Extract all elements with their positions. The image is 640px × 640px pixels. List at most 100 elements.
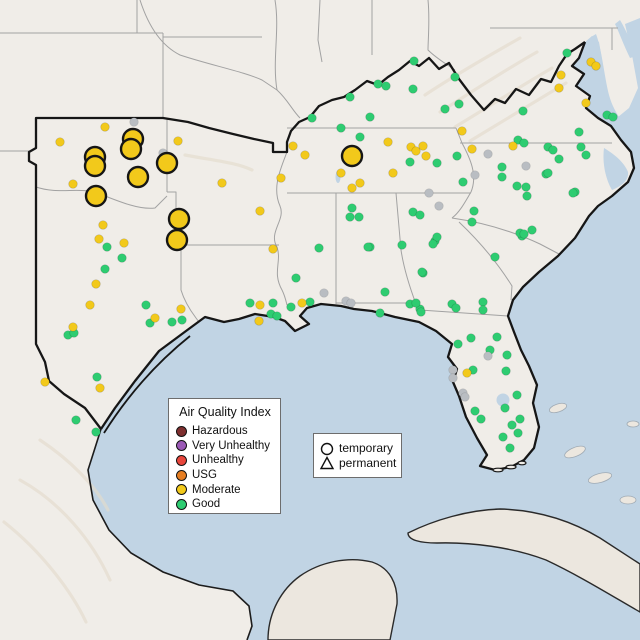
station-dot-good[interactable]: [521, 182, 531, 192]
station-dot-good[interactable]: [363, 242, 373, 252]
station-dot-moderate[interactable]: [150, 313, 160, 323]
station-dot-no-data[interactable]: [460, 392, 470, 402]
station-dot-moderate[interactable]: [176, 304, 186, 314]
station-dot-good[interactable]: [469, 206, 479, 216]
station-dot-good[interactable]: [608, 112, 618, 122]
station-dot-no-data[interactable]: [521, 161, 531, 171]
station-dot-good[interactable]: [512, 181, 522, 191]
station-dot-good[interactable]: [417, 267, 427, 277]
station-dot-moderate[interactable]: [462, 368, 472, 378]
station-dot-moderate[interactable]: [421, 151, 431, 161]
station-dot-good[interactable]: [416, 307, 426, 317]
station-dot-moderate[interactable]: [297, 298, 307, 308]
station-dot-good[interactable]: [345, 92, 355, 102]
station-dot-good[interactable]: [502, 350, 512, 360]
station-dot-good[interactable]: [515, 414, 525, 424]
station-dot-moderate[interactable]: [68, 322, 78, 332]
station-dot-good[interactable]: [354, 212, 364, 222]
station-dot-good[interactable]: [470, 406, 480, 416]
station-dot-good[interactable]: [381, 81, 391, 91]
station-dot-good[interactable]: [307, 113, 317, 123]
station-dot-good[interactable]: [576, 142, 586, 152]
station-dot-temporary-moderate[interactable]: [165, 228, 189, 252]
station-dot-good[interactable]: [167, 317, 177, 327]
station-dot-temporary-moderate[interactable]: [126, 165, 150, 189]
station-dot-moderate[interactable]: [355, 178, 365, 188]
station-dot-good[interactable]: [314, 243, 324, 253]
station-dot-good[interactable]: [102, 242, 112, 252]
station-dot-temporary-moderate[interactable]: [119, 137, 143, 161]
station-dot-moderate[interactable]: [591, 61, 601, 71]
station-dot-good[interactable]: [428, 239, 438, 249]
station-dot-good[interactable]: [568, 188, 578, 198]
station-dot-good[interactable]: [355, 132, 365, 142]
station-dot-good[interactable]: [432, 232, 442, 242]
station-dot-good[interactable]: [454, 99, 464, 109]
station-dot-good[interactable]: [440, 104, 450, 114]
station-dot-moderate[interactable]: [254, 316, 264, 326]
station-dot-good[interactable]: [268, 298, 278, 308]
station-dot-good[interactable]: [291, 273, 301, 283]
station-dot-moderate[interactable]: [173, 136, 183, 146]
station-dot-good[interactable]: [574, 127, 584, 137]
station-dot-no-data[interactable]: [448, 373, 458, 383]
station-dot-good[interactable]: [347, 203, 357, 213]
station-dot-good[interactable]: [411, 298, 421, 308]
station-dot-moderate[interactable]: [581, 98, 591, 108]
station-dot-good[interactable]: [492, 332, 502, 342]
station-dot-good[interactable]: [397, 240, 407, 250]
station-dot-good[interactable]: [272, 311, 282, 321]
station-dot-moderate[interactable]: [554, 83, 564, 93]
station-dot-no-data[interactable]: [448, 365, 458, 375]
station-dot-moderate[interactable]: [85, 300, 95, 310]
station-dot-good[interactable]: [527, 225, 537, 235]
station-dot-temporary-moderate[interactable]: [84, 184, 108, 208]
station-dot-temporary-moderate[interactable]: [167, 207, 191, 231]
station-dot-good[interactable]: [432, 158, 442, 168]
station-dot-good[interactable]: [305, 297, 315, 307]
station-dot-good[interactable]: [177, 315, 187, 325]
station-dot-good[interactable]: [497, 172, 507, 182]
station-dot-good[interactable]: [498, 432, 508, 442]
station-dot-good[interactable]: [408, 84, 418, 94]
station-dot-good[interactable]: [548, 145, 558, 155]
station-dot-good[interactable]: [519, 138, 529, 148]
station-dot-good[interactable]: [512, 390, 522, 400]
station-dot-good[interactable]: [522, 191, 532, 201]
station-dot-moderate[interactable]: [411, 146, 421, 156]
station-dot-moderate[interactable]: [556, 70, 566, 80]
station-dot-no-data[interactable]: [129, 117, 139, 127]
station-dot-moderate[interactable]: [508, 141, 518, 151]
station-dot-moderate[interactable]: [388, 168, 398, 178]
station-dot-temporary-moderate[interactable]: [83, 154, 107, 178]
station-dot-good[interactable]: [286, 302, 296, 312]
station-dot-good[interactable]: [365, 112, 375, 122]
station-dot-good[interactable]: [518, 106, 528, 116]
station-dot-moderate[interactable]: [418, 141, 428, 151]
station-dot-good[interactable]: [405, 157, 415, 167]
station-dot-good[interactable]: [490, 252, 500, 262]
station-dot-moderate[interactable]: [300, 150, 310, 160]
station-dot-good[interactable]: [543, 168, 553, 178]
station-dot-good[interactable]: [467, 217, 477, 227]
station-dot-good[interactable]: [519, 229, 529, 239]
station-dot-good[interactable]: [380, 287, 390, 297]
station-dot-good[interactable]: [71, 415, 81, 425]
station-dot-moderate[interactable]: [100, 122, 110, 132]
station-dot-good[interactable]: [345, 212, 355, 222]
station-dot-good[interactable]: [478, 305, 488, 315]
station-dot-moderate[interactable]: [95, 383, 105, 393]
station-dot-moderate[interactable]: [347, 183, 357, 193]
station-dot-good[interactable]: [497, 162, 507, 172]
station-dot-good[interactable]: [409, 56, 419, 66]
station-dot-moderate[interactable]: [91, 279, 101, 289]
station-dot-good[interactable]: [141, 300, 151, 310]
station-dot-good[interactable]: [501, 366, 511, 376]
station-dot-good[interactable]: [500, 403, 510, 413]
station-dot-good[interactable]: [505, 443, 515, 453]
station-dot-no-data[interactable]: [483, 351, 493, 361]
station-dot-good[interactable]: [453, 339, 463, 349]
station-dot-moderate[interactable]: [40, 377, 50, 387]
station-dot-moderate[interactable]: [55, 137, 65, 147]
station-dot-good[interactable]: [478, 297, 488, 307]
